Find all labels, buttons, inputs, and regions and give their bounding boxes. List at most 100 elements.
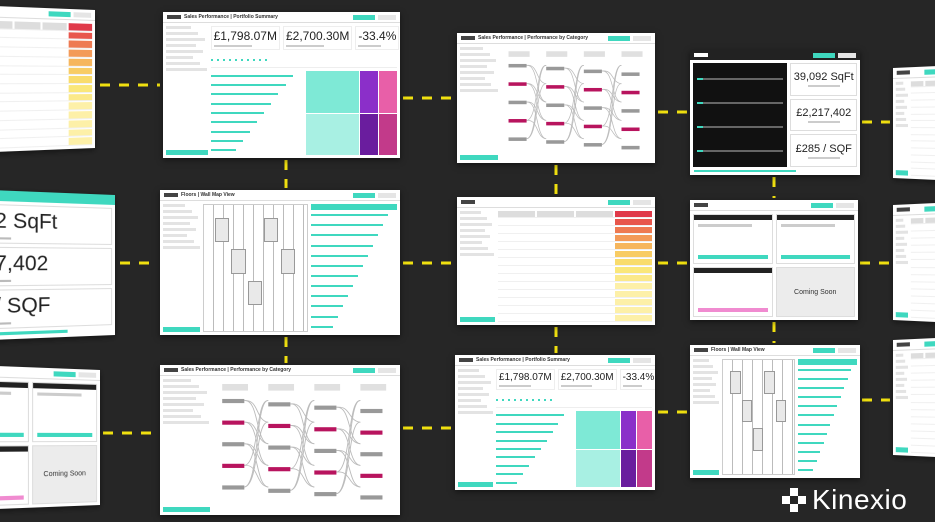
column-header — [268, 383, 294, 391]
tab — [353, 14, 375, 20]
cell — [537, 219, 574, 225]
treemap-cell — [360, 113, 379, 155]
cell — [576, 243, 613, 249]
spacer — [0, 371, 51, 374]
tab — [378, 367, 396, 373]
kpi-card: £2,217,402 — [0, 246, 113, 288]
filter-line — [163, 210, 192, 213]
filter-line — [166, 68, 208, 71]
panel-header — [457, 197, 655, 208]
tab — [813, 52, 835, 58]
kpi-card: £1,798.07M — [210, 26, 280, 50]
cell — [911, 115, 923, 120]
filter-line — [895, 105, 907, 109]
flow-node — [314, 470, 337, 475]
dot — [222, 59, 225, 61]
tab — [378, 192, 396, 198]
status-text: Coming Soon — [43, 470, 86, 479]
cell — [15, 67, 40, 74]
kpi-card: 39,092 SqFt — [790, 63, 857, 96]
filter-line — [895, 353, 904, 357]
tab — [811, 202, 833, 208]
cell — [911, 411, 923, 416]
tab — [836, 202, 854, 208]
column-header — [621, 51, 643, 57]
cell — [498, 267, 535, 273]
tab — [78, 371, 97, 378]
cell — [68, 85, 93, 92]
room — [214, 217, 230, 243]
table-row — [911, 381, 935, 389]
filter-sidebar — [693, 359, 720, 475]
table-row — [497, 227, 652, 234]
kpi-caption — [560, 385, 593, 387]
panel-body: £1,798.07M£2,700.30M-33.4%990 — [163, 23, 400, 158]
flow-link — [602, 70, 622, 85]
dot — [543, 399, 546, 401]
dot — [264, 59, 267, 61]
tab — [353, 192, 375, 198]
cell — [498, 243, 535, 249]
dot — [519, 399, 522, 401]
dot — [258, 59, 261, 61]
cell — [42, 58, 66, 65]
table-row — [0, 66, 93, 76]
filter-line — [895, 395, 909, 400]
flow-link — [244, 443, 269, 488]
flow-link — [336, 406, 361, 445]
flow-node — [222, 463, 245, 468]
cell — [15, 31, 40, 39]
flow-node — [584, 143, 603, 147]
bar-list — [210, 71, 302, 155]
brand-mark — [694, 348, 708, 352]
bar-list — [798, 365, 857, 475]
bar — [311, 315, 339, 318]
treemap-cell — [305, 113, 360, 155]
cell — [926, 389, 935, 394]
kpi-value: £1,798.07M — [498, 372, 552, 383]
cell — [911, 80, 924, 87]
cell — [911, 297, 923, 303]
filter-line — [458, 399, 481, 402]
card-header — [694, 268, 772, 273]
slider — [697, 102, 784, 104]
column-header — [508, 51, 531, 57]
filter-line — [458, 387, 483, 390]
timeline — [495, 393, 652, 408]
cell — [926, 305, 935, 311]
room — [752, 428, 764, 451]
cell — [926, 254, 935, 259]
flow-link — [244, 465, 269, 488]
filter-sidebar — [895, 353, 909, 453]
cell — [925, 217, 935, 224]
cell — [911, 367, 923, 372]
cell — [576, 291, 613, 297]
table-row — [497, 267, 652, 274]
flow-link — [336, 421, 361, 495]
cell — [0, 113, 13, 121]
card-header — [0, 380, 28, 389]
cell — [537, 251, 574, 257]
filter-line — [895, 236, 905, 240]
cell — [911, 418, 923, 423]
filter-line — [693, 395, 715, 398]
kpi-value: £2,217,402 — [0, 251, 49, 276]
flow-link — [564, 122, 585, 140]
dot — [240, 59, 243, 61]
flow-node — [222, 442, 245, 447]
slider — [697, 150, 784, 152]
column-header — [222, 383, 248, 391]
table-row — [911, 238, 935, 247]
flow-node — [584, 124, 603, 129]
panel-body: £1,798.07M£2,700.30M-33.4%990 — [455, 366, 655, 490]
filter-line — [460, 247, 489, 250]
cell — [537, 307, 574, 313]
filter-line — [460, 71, 494, 74]
card-bar — [698, 255, 768, 259]
cell — [576, 235, 613, 241]
filter-sidebar — [163, 379, 210, 512]
panel-header: Sales Performance | Performance by Categ… — [457, 33, 655, 44]
cell — [0, 104, 13, 111]
cell — [42, 31, 66, 38]
